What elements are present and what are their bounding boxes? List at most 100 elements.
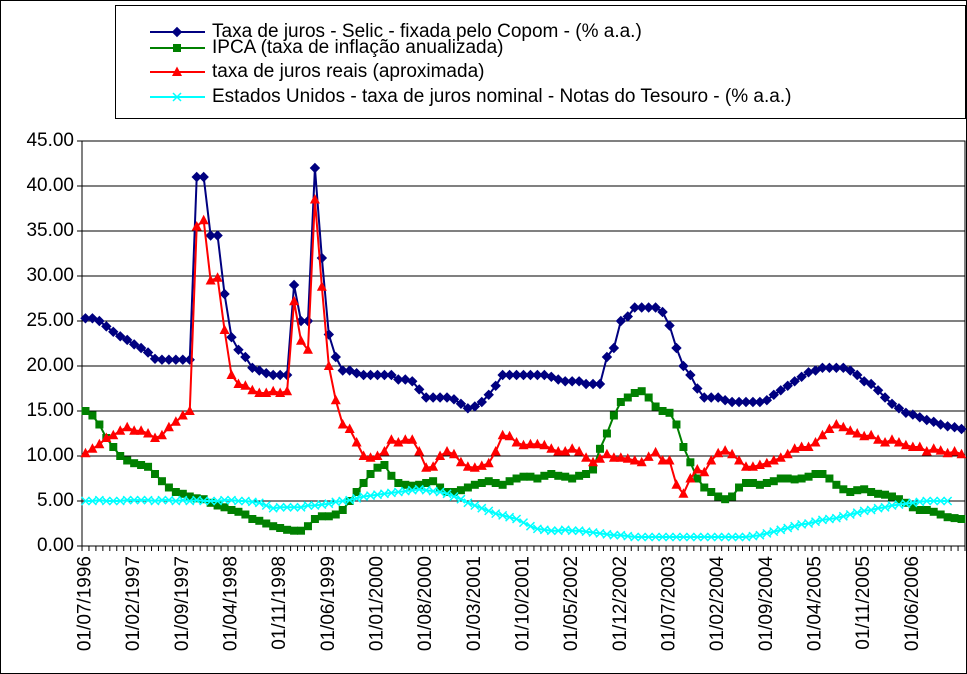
data-point	[247, 362, 258, 374]
data-point	[219, 324, 230, 334]
data-point	[456, 486, 465, 495]
data-point	[226, 331, 237, 343]
data-point	[163, 354, 175, 365]
data-point	[921, 446, 932, 456]
data-point	[594, 378, 606, 390]
data-point	[393, 437, 404, 447]
data-point	[108, 429, 119, 440]
legend-marker	[172, 66, 182, 76]
data-point	[240, 351, 251, 363]
data-point	[276, 524, 285, 532]
data-point	[477, 479, 486, 487]
data-point	[241, 510, 250, 519]
data-point	[352, 493, 362, 503]
data-point	[185, 492, 194, 501]
data-point	[170, 416, 181, 426]
data-point	[950, 514, 959, 523]
data-point	[852, 428, 863, 438]
data-point	[442, 489, 452, 499]
y-tick-label: 10.00	[26, 445, 74, 466]
data-point	[956, 423, 967, 435]
data-point	[101, 321, 112, 332]
data-point	[233, 378, 244, 388]
y-tick-label: 30.00	[26, 265, 74, 286]
data-point	[254, 387, 265, 397]
data-point	[893, 437, 904, 447]
data-point	[436, 483, 445, 492]
data-point	[268, 385, 279, 396]
data-point	[267, 369, 279, 381]
data-point	[379, 446, 390, 456]
data-point	[435, 450, 446, 460]
data-point	[553, 446, 564, 456]
data-point	[303, 500, 313, 511]
data-point	[184, 405, 195, 415]
data-point	[309, 162, 321, 174]
data-point	[547, 470, 556, 478]
x-tick-label: 01/07/1996	[74, 556, 95, 651]
data-point	[144, 462, 153, 471]
data-point	[261, 500, 271, 511]
data-point	[511, 437, 522, 447]
data-point	[608, 452, 619, 462]
data-point	[567, 526, 577, 536]
data-point	[123, 456, 132, 465]
y-tick-label: 20.00	[26, 355, 74, 376]
data-point	[630, 532, 640, 542]
data-point	[205, 275, 216, 285]
data-point	[302, 344, 313, 354]
data-point	[324, 499, 334, 509]
data-point	[171, 488, 180, 496]
data-point	[664, 532, 675, 542]
data-point	[532, 369, 543, 381]
data-point	[435, 487, 445, 497]
data-point	[602, 429, 611, 438]
data-point	[484, 506, 494, 516]
data-point	[414, 384, 425, 395]
data-point	[949, 446, 960, 456]
data-point	[483, 457, 494, 468]
data-point	[269, 522, 278, 531]
data-point	[504, 430, 515, 441]
data-point	[706, 455, 717, 465]
data-point	[685, 532, 695, 542]
data-point	[630, 389, 639, 397]
data-point	[442, 446, 453, 456]
x-tick-label: 01/09/1997	[172, 556, 193, 651]
data-point	[928, 443, 939, 453]
data-point	[122, 421, 133, 432]
data-point	[699, 532, 709, 542]
data-point	[935, 445, 946, 455]
data-point	[456, 494, 466, 504]
data-point	[449, 488, 458, 496]
data-point	[170, 354, 182, 365]
data-point	[581, 452, 592, 462]
data-point	[108, 496, 118, 506]
data-point	[650, 302, 661, 313]
data-point	[852, 369, 863, 381]
data-point	[907, 441, 918, 451]
data-point	[255, 516, 264, 525]
data-point	[422, 479, 431, 487]
data-point	[151, 470, 160, 478]
data-point	[462, 461, 473, 471]
data-point	[853, 486, 862, 495]
data-point	[824, 362, 835, 374]
data-point	[393, 374, 404, 385]
data-point	[692, 383, 703, 394]
data-point	[796, 371, 807, 383]
data-point	[94, 315, 105, 327]
data-point	[706, 532, 716, 542]
x-tick-label: 01/02/1997	[123, 556, 144, 651]
data-point	[191, 171, 202, 183]
data-point	[525, 369, 536, 381]
data-point	[518, 518, 529, 528]
x-tick-label: 01/12/2002	[610, 556, 631, 651]
data-point	[128, 339, 140, 350]
data-point	[504, 369, 515, 381]
data-point	[880, 502, 890, 512]
data-point	[248, 515, 257, 523]
data-point	[143, 428, 154, 438]
data-point	[428, 461, 439, 471]
data-point	[226, 369, 237, 379]
